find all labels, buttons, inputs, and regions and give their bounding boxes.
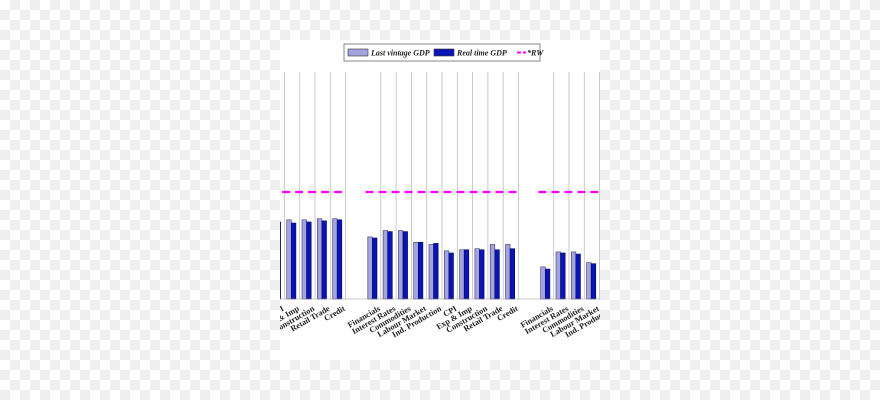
bar-real-time	[575, 253, 581, 300]
bar-real-time	[560, 252, 566, 300]
bar-last-vintage	[382, 230, 388, 300]
bar-last-vintage	[505, 244, 511, 300]
bar-last-vintage	[301, 219, 307, 300]
bar-last-vintage	[398, 230, 404, 300]
legend-swatch-real-time	[433, 48, 455, 57]
bar-last-vintage	[428, 244, 434, 300]
bar-last-vintage	[459, 249, 465, 300]
bar-real-time	[494, 249, 500, 300]
bar-real-time	[544, 268, 551, 300]
plot-area	[280, 72, 600, 300]
bar-last-vintage	[474, 248, 480, 300]
bar-real-time	[509, 248, 515, 300]
x-tick-label: PI	[280, 304, 285, 316]
bar-last-vintage	[586, 262, 592, 300]
bar-last-vintage	[443, 250, 450, 300]
bar-real-time	[280, 221, 281, 300]
bar-real-time	[479, 249, 485, 300]
legend-label: Real time GDP	[456, 49, 507, 58]
bar-last-vintage	[316, 218, 323, 300]
bar-real-time	[306, 221, 312, 300]
legend-label: Last vintage GDP	[370, 49, 430, 58]
bar-last-vintage	[540, 266, 546, 300]
bar-last-vintage	[286, 219, 292, 300]
bar-last-vintage	[570, 251, 577, 300]
bar-real-time	[417, 241, 424, 300]
bar-real-time	[463, 249, 470, 300]
bar-last-vintage	[413, 241, 419, 300]
bar-real-time	[336, 219, 343, 300]
bar-last-vintage	[332, 218, 338, 300]
bar-last-vintage	[367, 236, 373, 300]
bar-real-time	[291, 222, 297, 300]
bar-last-vintage	[555, 251, 561, 300]
bar-real-time	[590, 263, 597, 300]
chart-legend: Last vintage GDP Real time GDP *RW	[343, 43, 544, 62]
bar-real-time	[433, 243, 439, 300]
bar-real-time	[448, 252, 454, 300]
legend-label: *RW	[527, 49, 544, 58]
bar-real-time	[321, 220, 327, 300]
bar-real-time	[372, 237, 378, 300]
bar-real-time	[402, 231, 408, 300]
legend-swatch-last-vintage	[347, 48, 369, 57]
bar-real-time	[387, 231, 393, 300]
bar-last-vintage	[489, 244, 496, 300]
